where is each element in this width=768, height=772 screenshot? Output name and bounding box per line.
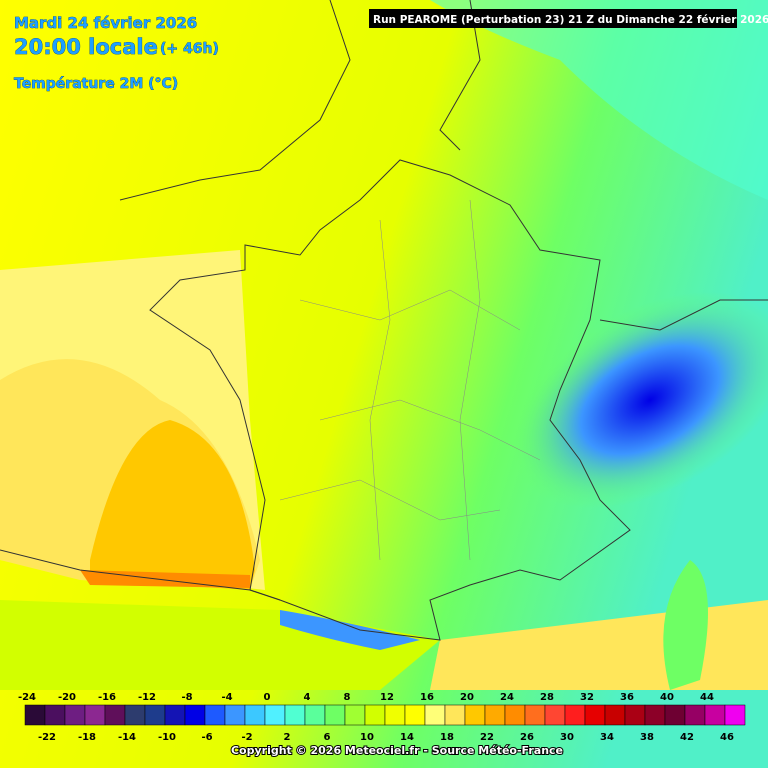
legend-label: 2 bbox=[284, 732, 291, 743]
legend-swatch bbox=[204, 704, 226, 726]
legend-label: 36 bbox=[620, 692, 634, 703]
legend-label: 30 bbox=[560, 732, 574, 743]
legend-swatch bbox=[124, 704, 146, 726]
legend-swatch bbox=[284, 704, 306, 726]
legend-label: 0 bbox=[264, 692, 271, 703]
legend-swatch bbox=[264, 704, 286, 726]
legend-swatch bbox=[64, 704, 86, 726]
legend-label: 34 bbox=[600, 732, 614, 743]
legend-swatch bbox=[524, 704, 546, 726]
legend-label: -10 bbox=[158, 732, 176, 743]
legend-label: 42 bbox=[680, 732, 694, 743]
legend-swatch bbox=[224, 704, 246, 726]
date: Mardi 24 février 2026 bbox=[14, 14, 197, 32]
departments bbox=[279, 199, 541, 561]
legend-label: 40 bbox=[660, 692, 674, 703]
legend-label: 46 bbox=[720, 732, 734, 743]
legend: -24 -20 -16 -12 -8 -4 0 4 8 12 16 20 24 28 32 36 40 44-22… bbox=[18, 692, 746, 743]
legend-label: -14 bbox=[118, 732, 136, 743]
legend-swatch bbox=[584, 704, 606, 726]
run-info: Run PEAROME (Perturbation 23) 21 Z du Di… bbox=[373, 14, 768, 26]
legend-label: 22 bbox=[480, 732, 494, 743]
legend-swatch bbox=[424, 704, 446, 726]
legend-swatch bbox=[504, 704, 526, 726]
legend-label: -18 bbox=[78, 732, 96, 743]
legend-label: -20 bbox=[58, 692, 76, 703]
legend-swatch bbox=[304, 704, 326, 726]
legend-label: -4 bbox=[221, 692, 232, 703]
legend-swatch bbox=[84, 704, 106, 726]
legend-swatch bbox=[544, 704, 566, 726]
legend-label: 18 bbox=[440, 732, 454, 743]
legend-label: -16 bbox=[98, 692, 116, 703]
legend-swatch bbox=[344, 704, 366, 726]
legend-swatch bbox=[324, 704, 346, 726]
legend-label: 44 bbox=[700, 692, 714, 703]
legend-label: 32 bbox=[580, 692, 594, 703]
legend-label: -2 bbox=[241, 732, 252, 743]
legend-swatch bbox=[664, 704, 686, 726]
legend-swatch bbox=[704, 704, 726, 726]
legend-swatch bbox=[384, 704, 406, 726]
legend-label: 38 bbox=[640, 732, 654, 743]
time: 20:00 locale bbox=[14, 35, 158, 59]
legend-swatch bbox=[364, 704, 386, 726]
legend-label: 10 bbox=[360, 732, 374, 743]
legend-label: -22 bbox=[38, 732, 56, 743]
legend-label: 20 bbox=[460, 692, 474, 703]
legend-swatch bbox=[464, 704, 486, 726]
legend-swatch bbox=[484, 704, 506, 726]
legend-swatch bbox=[44, 704, 66, 726]
legend-swatch bbox=[244, 704, 266, 726]
borders bbox=[0, 0, 768, 641]
legend-label: 8 bbox=[344, 692, 351, 703]
legend-label: -6 bbox=[201, 732, 212, 743]
legend-swatch bbox=[724, 704, 746, 726]
legend-label: 12 bbox=[380, 692, 394, 703]
legend-swatch bbox=[604, 704, 626, 726]
legend-label: -24 bbox=[18, 692, 36, 703]
legend-swatch bbox=[144, 704, 166, 726]
legend-swatch bbox=[564, 704, 586, 726]
lead-time: (+ 46h) bbox=[160, 41, 219, 57]
legend-swatch bbox=[164, 704, 186, 726]
legend-swatch bbox=[624, 704, 646, 726]
legend-swatch bbox=[104, 704, 126, 726]
legend-label: -12 bbox=[138, 692, 156, 703]
legend-label: 16 bbox=[420, 692, 434, 703]
legend-swatch bbox=[404, 704, 426, 726]
legend-label: 4 bbox=[304, 692, 311, 703]
legend-label: 14 bbox=[400, 732, 414, 743]
copyright: Copyright © 2026 Meteociel.fr - Source M… bbox=[231, 744, 563, 757]
parameter: Température 2M (°C) bbox=[14, 76, 178, 92]
legend-label: 24 bbox=[500, 692, 514, 703]
run-box bbox=[369, 9, 737, 28]
legend-swatch bbox=[644, 704, 666, 726]
legend-swatch bbox=[444, 704, 466, 726]
legend-swatch bbox=[184, 704, 206, 726]
legend-swatch bbox=[684, 704, 706, 726]
legend-label: 6 bbox=[324, 732, 331, 743]
legend-swatch bbox=[24, 704, 46, 726]
legend-label: 28 bbox=[540, 692, 554, 703]
legend-label: 26 bbox=[520, 732, 534, 743]
legend-label: -8 bbox=[181, 692, 192, 703]
